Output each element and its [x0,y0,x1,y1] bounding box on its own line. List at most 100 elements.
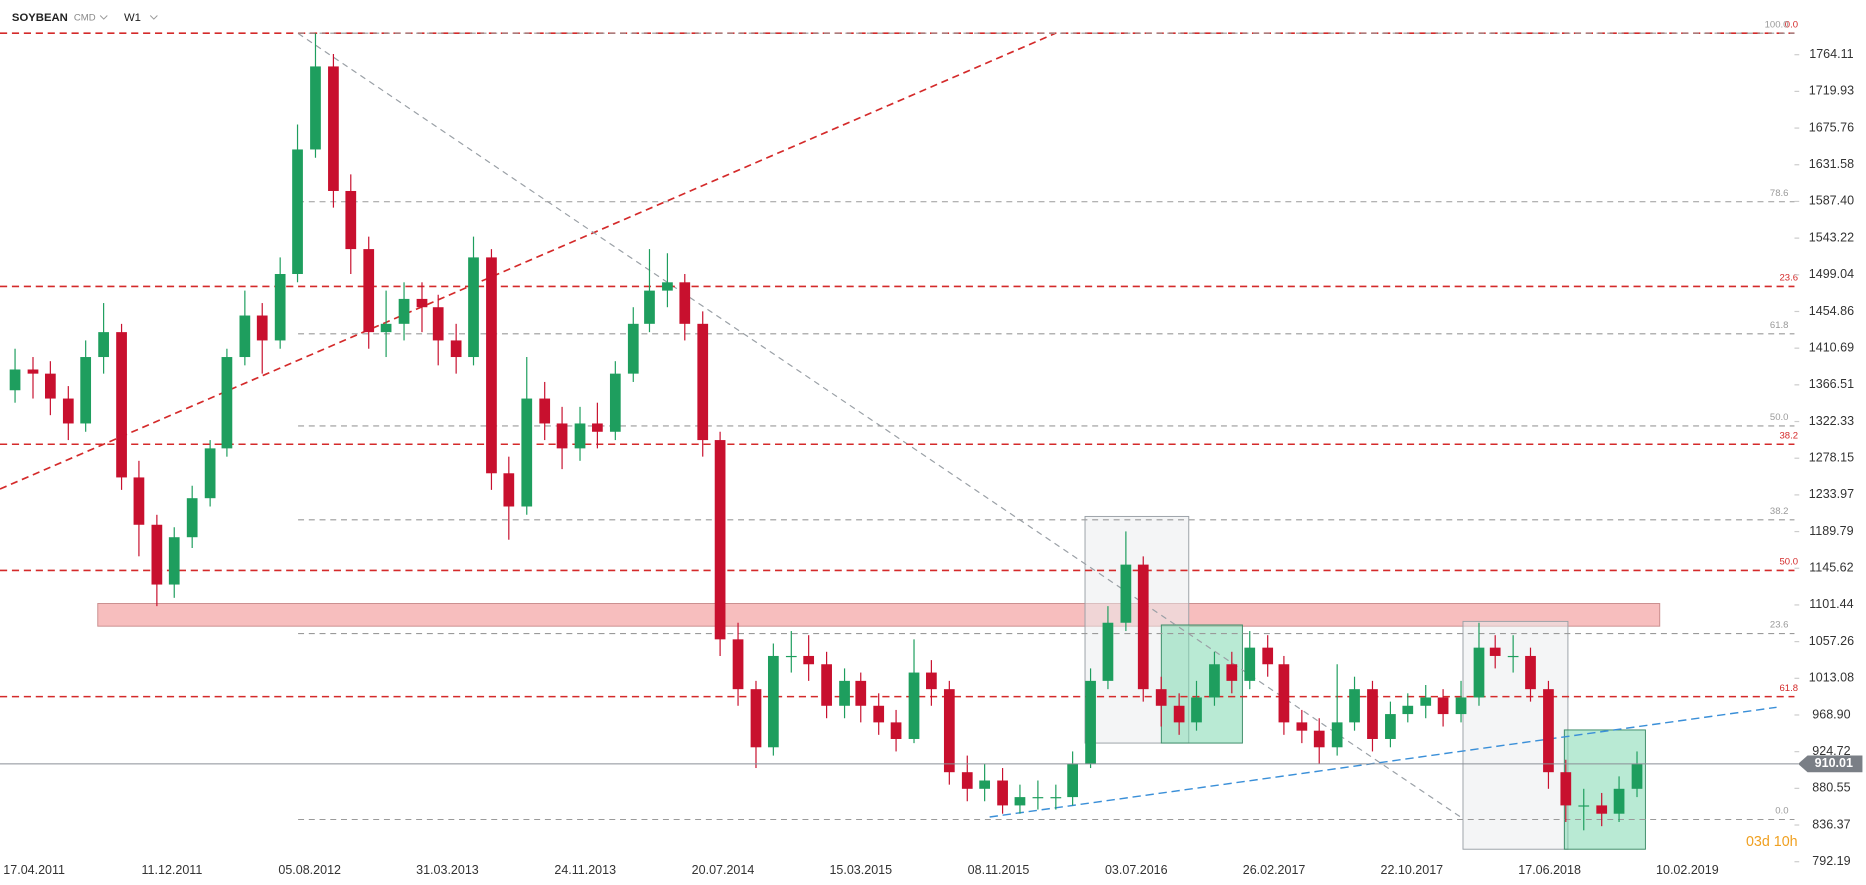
candle-body [1102,622,1114,681]
candle-body [627,323,639,374]
candle-body [450,340,462,358]
candle-body [1596,805,1608,814]
candle-body [1578,805,1590,807]
y-tick-label: 880.55 [1812,781,1850,795]
candle-body [1402,705,1414,715]
candle-body [1050,797,1062,799]
candle-body [1067,763,1078,798]
x-tick-label: 03.07.2016 [1105,863,1168,877]
x-tick-label: 05.08.2012 [278,863,341,877]
y-tick-label: 1719.93 [1809,84,1854,98]
candle-body [1437,697,1449,715]
candle-body [186,498,198,538]
y-tick-label: 968.90 [1812,707,1850,721]
candle-body [821,664,832,706]
candle-body [328,66,339,191]
candle-body [1155,689,1167,706]
y-tick-label: 924.72 [1812,744,1850,758]
candle-body [750,689,762,748]
candle-body [644,290,655,324]
candle-body [890,722,902,739]
fib-trend-line [297,32,1461,818]
candle-body [697,323,709,441]
candle-body [1244,647,1256,681]
y-tick-label: 1101.44 [1809,597,1853,611]
y-tick-label: 1543.22 [1809,230,1854,244]
candle-body [239,315,251,358]
candle-body [1525,655,1536,690]
candle-body [1014,797,1026,806]
candle-body [1278,664,1290,723]
level-label: 23.6 [1770,620,1789,631]
candle-body [432,307,444,341]
level-label: 50.0 [1779,557,1798,568]
candle-body [62,398,74,424]
candle-body [1349,689,1360,723]
dropdown-icon [149,15,158,20]
y-tick-label: 1675.76 [1809,120,1854,134]
dropdown-icon [99,15,108,20]
candle-body [785,655,797,658]
candle-body [1032,797,1044,799]
candle-body [1631,763,1643,789]
x-tick-label: 24.11.2013 [554,863,616,877]
candle-body [1367,689,1378,739]
y-tick-label: 1631.58 [1809,157,1854,171]
candle-body [1313,730,1325,748]
candle-body [345,190,357,250]
x-tick-label: 31.03.2013 [416,863,479,877]
candle-body [714,440,726,640]
x-tick-label: 22.10.2017 [1381,863,1444,877]
symbol: SOYBEAN [12,12,68,24]
candle-body [1560,772,1572,806]
candle-body [27,369,39,374]
candle-body [416,298,428,308]
y-tick-label: 1764.11 [1809,47,1853,61]
candle-body [1507,655,1519,658]
candle-body [380,323,392,333]
level-label: 38.2 [1779,430,1798,441]
x-tick-label: 17.04.2011 [3,863,65,877]
candle-body [1137,564,1149,690]
x-tick-label: 10.02.2019 [1656,863,1719,877]
candle-body [1331,722,1343,748]
level-label: 0.0 [1775,806,1788,817]
candle-body [1473,647,1485,698]
level-label: 78.6 [1770,188,1789,199]
candle-body [592,423,603,432]
y-tick-label: 1322.33 [1809,414,1854,428]
candle-body [116,332,127,478]
candle-body [662,282,673,291]
candle-body [609,373,621,432]
candle-body [274,274,286,341]
candle-body [1085,680,1096,764]
market: CMD [74,12,96,23]
candle-body [151,524,163,585]
level-label: 50.0 [1770,412,1789,423]
candle-body [256,315,268,341]
y-tick-label: 1233.97 [1809,487,1854,501]
candle-body [556,423,568,449]
level-label: 61.8 [1779,683,1798,694]
x-tick-label: 11.12.2011 [142,863,203,877]
candle-body [310,66,321,150]
range-box-green [1563,729,1646,850]
candle-body [1385,714,1396,739]
y-tick-label: 836.37 [1812,817,1850,831]
trend-line-blue [989,706,1777,818]
trend-line [0,32,1056,490]
resistance-zone [97,603,1661,627]
level-label: 38.2 [1770,506,1789,517]
candle-body [44,373,56,399]
candle-body [1226,664,1238,681]
candle-body [1420,697,1432,706]
price-tag-label: 910.01 [1815,756,1853,770]
candle-body [204,448,216,499]
countdown: 03d 10h [1746,834,1798,850]
candle-body [997,780,1008,806]
candle-body [979,780,991,789]
x-tick-label: 17.06.2018 [1518,863,1581,877]
candle-body [873,705,885,723]
